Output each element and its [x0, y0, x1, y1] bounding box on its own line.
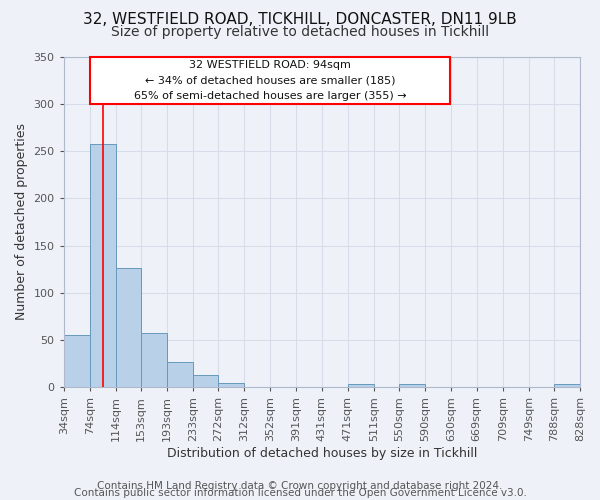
X-axis label: Distribution of detached houses by size in Tickhill: Distribution of detached houses by size … — [167, 447, 477, 460]
Bar — [64, 336, 90, 388]
Text: Contains HM Land Registry data © Crown copyright and database right 2024.: Contains HM Land Registry data © Crown c… — [97, 481, 503, 491]
Bar — [554, 384, 580, 388]
Bar — [90, 144, 116, 388]
Bar — [218, 382, 244, 388]
Bar — [399, 384, 425, 388]
FancyBboxPatch shape — [90, 56, 450, 104]
Text: 32 WESTFIELD ROAD: 94sqm
← 34% of detached houses are smaller (185)
65% of semi-: 32 WESTFIELD ROAD: 94sqm ← 34% of detach… — [134, 60, 406, 100]
Text: Contains public sector information licensed under the Open Government Licence v3: Contains public sector information licen… — [74, 488, 526, 498]
Text: Size of property relative to detached houses in Tickhill: Size of property relative to detached ho… — [111, 25, 489, 39]
Bar — [193, 375, 218, 388]
Bar — [167, 362, 193, 388]
Bar — [141, 334, 167, 388]
Text: 32, WESTFIELD ROAD, TICKHILL, DONCASTER, DN11 9LB: 32, WESTFIELD ROAD, TICKHILL, DONCASTER,… — [83, 12, 517, 28]
Bar — [348, 384, 374, 388]
Bar — [116, 268, 141, 388]
Y-axis label: Number of detached properties: Number of detached properties — [15, 124, 28, 320]
